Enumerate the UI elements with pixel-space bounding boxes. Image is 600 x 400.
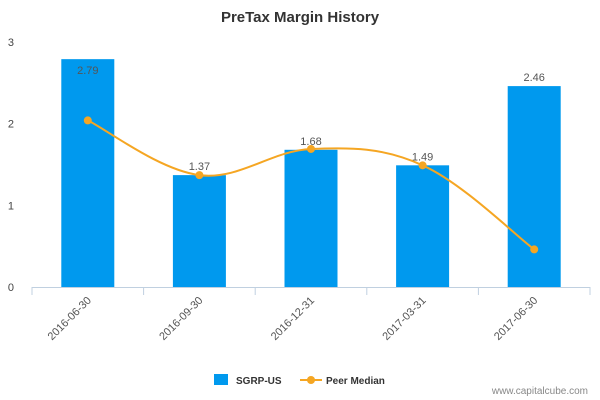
chart-title: PreTax Margin History bbox=[221, 9, 380, 26]
x-tick-label: 2016-06-30 bbox=[46, 295, 94, 343]
peer-median-point[interactable] bbox=[530, 245, 539, 254]
y-axis: 0 1 2 3 bbox=[8, 37, 14, 294]
credit-text: www.capitalcube.com bbox=[491, 386, 588, 397]
y-tick-label: 2 bbox=[8, 119, 14, 131]
peer-median-point[interactable] bbox=[83, 116, 92, 125]
legend-label-sgrp: SGRP-US bbox=[236, 376, 282, 387]
peer-median-point[interactable] bbox=[307, 144, 315, 153]
bar[interactable] bbox=[507, 86, 561, 287]
x-tick-label: 2017-06-30 bbox=[492, 295, 540, 343]
y-tick-label: 0 bbox=[8, 282, 14, 294]
legend[interactable]: SGRP-US Peer Median bbox=[214, 374, 385, 387]
bar[interactable] bbox=[61, 59, 115, 288]
legend-swatch-sgrp bbox=[214, 374, 228, 385]
x-axis: 2016-06-30 2016-09-30 2016-12-31 2017-03-31… bbox=[31, 287, 591, 343]
bar[interactable] bbox=[284, 149, 338, 287]
peer-median-series bbox=[83, 116, 539, 254]
peer-median-point[interactable] bbox=[195, 171, 204, 180]
bar[interactable] bbox=[172, 175, 226, 287]
x-tick-label: 2016-09-30 bbox=[157, 295, 205, 343]
bar-data-label: 1.68 bbox=[300, 136, 321, 148]
peer-median-point[interactable] bbox=[418, 161, 427, 170]
bar-data-label: 1.49 bbox=[412, 151, 433, 163]
bar-data-label: 2.46 bbox=[523, 72, 544, 84]
bar-data-label: 1.37 bbox=[189, 161, 210, 173]
y-tick-label: 1 bbox=[8, 200, 14, 212]
legend-marker-peer bbox=[307, 376, 315, 384]
bar-series bbox=[61, 59, 561, 288]
bar[interactable] bbox=[396, 165, 450, 287]
x-tick-label: 2016-12-31 bbox=[269, 295, 317, 343]
data-labels: 2.79 1.37 1.68 1.49 2.46 bbox=[77, 65, 545, 173]
bar-data-label: 2.79 bbox=[77, 65, 98, 77]
legend-label-peer: Peer Median bbox=[326, 376, 385, 387]
y-tick-label: 3 bbox=[8, 37, 14, 49]
x-tick-label: 2017-03-31 bbox=[380, 295, 428, 343]
